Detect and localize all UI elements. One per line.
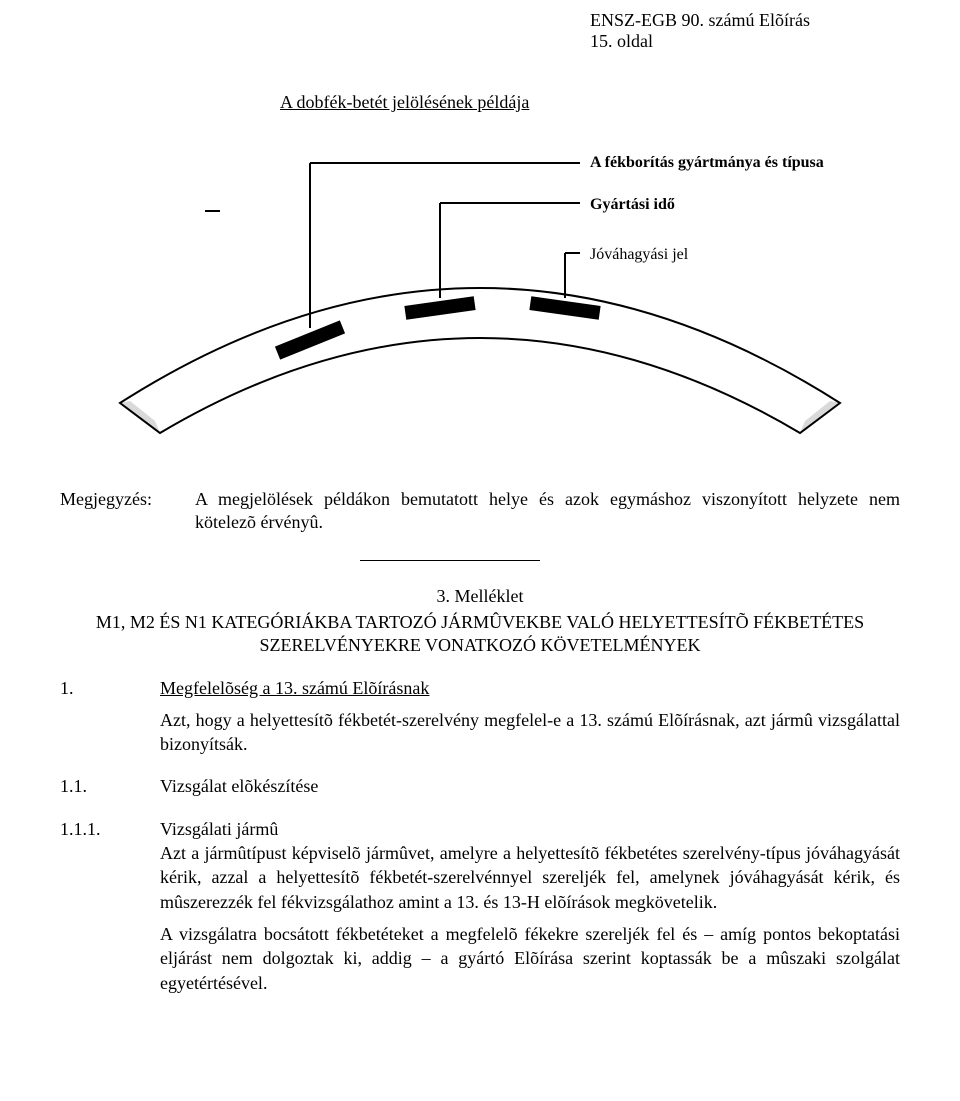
annex-heading-line1: M1, M2 ÉS N1 KATEGÓRIÁKBA TARTOZÓ JÁRMÛV…: [96, 612, 864, 632]
note-label: Megjegyzés:: [60, 488, 195, 511]
note-body: A megjelölések példákon bemutatott helye…: [195, 488, 900, 535]
section-1-1-title: Vizsgálat elõkészítése: [160, 776, 318, 796]
section-1: 1. Megfelelõség a 13. számú Elõírásnak A…: [60, 676, 900, 757]
section-1-num: 1.: [60, 676, 160, 757]
section-1-1: 1.1. Vizsgálat elõkészítése: [60, 774, 900, 798]
note-row: Megjegyzés: A megjelölések példákon bemu…: [60, 488, 900, 535]
section-1-1-1-title: Vizsgálati jármû: [160, 819, 278, 839]
doc-title: ENSZ-EGB 90. számú Elõírás: [590, 10, 900, 31]
diagram-label-2: Gyártási idő: [590, 196, 675, 213]
section-1-1-body: Vizsgálat elõkészítése: [160, 774, 900, 798]
page-number: 15. oldal: [590, 31, 900, 52]
section-1-para: Azt, hogy a helyettesítõ fékbetét-szerel…: [160, 708, 900, 757]
brake-lining-shape: [120, 288, 840, 433]
annex-title: 3. Melléklet: [60, 586, 900, 607]
section-1-body: Megfelelõség a 13. számú Elõírásnak Azt,…: [160, 676, 900, 757]
diagram-label-1: A fékborítás gyártmánya és típusa: [590, 154, 824, 171]
page-root: ENSZ-EGB 90. számú Elõírás 15. oldal A d…: [0, 0, 960, 1035]
page-header: ENSZ-EGB 90. számú Elõírás 15. oldal: [590, 0, 900, 52]
diagram-label-3: Jóváhagyási jel: [590, 246, 689, 263]
annex-heading-line2: SZERELVÉNYEKRE VONATKOZÓ KÖVETELMÉNYEK: [260, 635, 701, 655]
section-1-1-1-p1: Azt a jármûtípust képviselõ jármûvet, am…: [160, 841, 900, 914]
annex-heading: M1, M2 ÉS N1 KATEGÓRIÁKBA TARTOZÓ JÁRMÛV…: [60, 611, 900, 658]
section-1-1-num: 1.1.: [60, 774, 160, 798]
section-1-1-1-p2: A vizsgálatra bocsátott fékbetéteket a m…: [160, 922, 900, 995]
section-1-1-1-body: Vizsgálati jármû Azt a jármûtípust képvi…: [160, 817, 900, 995]
diagram-title: A dobfék-betét jelölésének példája: [280, 92, 900, 113]
separator-rule: [360, 560, 540, 561]
section-1-title: Megfelelõség a 13. számú Elõírásnak: [160, 678, 429, 698]
brake-lining-diagram: A fékborítás gyártmánya és típusa Gyártá…: [60, 133, 900, 458]
section-1-1-1-num: 1.1.1.: [60, 817, 160, 995]
section-1-1-1: 1.1.1. Vizsgálati jármû Azt a jármûtípus…: [60, 817, 900, 995]
